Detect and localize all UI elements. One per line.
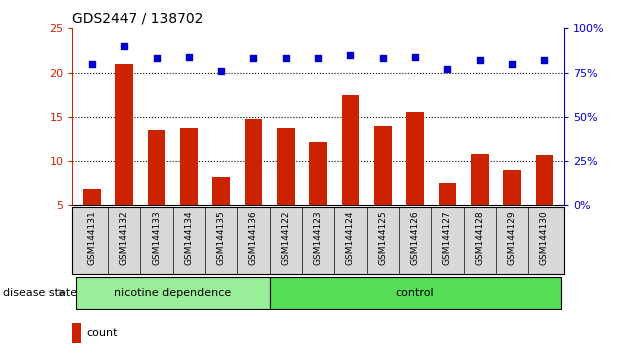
Text: control: control bbox=[396, 288, 435, 298]
Point bbox=[216, 68, 226, 74]
Point bbox=[507, 61, 517, 67]
Bar bbox=[244, 120, 262, 205]
Point bbox=[378, 56, 388, 61]
Text: nicotine dependence: nicotine dependence bbox=[114, 288, 231, 298]
Point bbox=[248, 56, 258, 61]
FancyBboxPatch shape bbox=[270, 277, 561, 309]
Bar bbox=[503, 170, 521, 205]
Bar bbox=[471, 154, 489, 205]
Text: GSM144123: GSM144123 bbox=[314, 210, 323, 265]
Bar bbox=[341, 95, 359, 205]
Text: GSM144136: GSM144136 bbox=[249, 210, 258, 265]
Text: count: count bbox=[86, 328, 118, 338]
Text: GSM144125: GSM144125 bbox=[378, 210, 387, 265]
Point bbox=[281, 56, 291, 61]
Point bbox=[119, 43, 129, 49]
Text: GSM144124: GSM144124 bbox=[346, 210, 355, 265]
Text: GSM144135: GSM144135 bbox=[217, 210, 226, 265]
Bar bbox=[72, 323, 81, 343]
Point bbox=[475, 57, 485, 63]
Point bbox=[151, 56, 161, 61]
Bar bbox=[83, 189, 101, 205]
Point bbox=[442, 66, 452, 72]
Text: GSM144131: GSM144131 bbox=[88, 210, 96, 265]
Bar bbox=[180, 129, 198, 205]
Text: GSM144134: GSM144134 bbox=[185, 210, 193, 265]
Text: GSM144130: GSM144130 bbox=[540, 210, 549, 265]
Bar bbox=[406, 112, 424, 205]
Text: GSM144122: GSM144122 bbox=[282, 210, 290, 265]
Bar bbox=[277, 129, 295, 205]
Text: GSM144132: GSM144132 bbox=[120, 210, 129, 265]
Bar bbox=[309, 143, 327, 205]
Text: disease state: disease state bbox=[3, 288, 77, 298]
Bar bbox=[536, 155, 553, 205]
Point bbox=[345, 52, 355, 58]
Text: GSM144126: GSM144126 bbox=[411, 210, 420, 265]
Bar bbox=[147, 130, 166, 205]
Text: GSM144133: GSM144133 bbox=[152, 210, 161, 265]
Bar bbox=[438, 183, 456, 205]
Point bbox=[313, 56, 323, 61]
Text: GSM144129: GSM144129 bbox=[508, 210, 517, 265]
Bar bbox=[374, 126, 392, 205]
Point bbox=[87, 61, 97, 67]
Point bbox=[539, 57, 549, 63]
Text: GSM144128: GSM144128 bbox=[475, 210, 484, 265]
Bar bbox=[115, 64, 133, 205]
Text: GDS2447 / 138702: GDS2447 / 138702 bbox=[72, 12, 204, 26]
Point bbox=[184, 54, 194, 59]
Bar bbox=[212, 177, 230, 205]
Point bbox=[410, 54, 420, 59]
Text: GSM144127: GSM144127 bbox=[443, 210, 452, 265]
FancyBboxPatch shape bbox=[76, 277, 270, 309]
